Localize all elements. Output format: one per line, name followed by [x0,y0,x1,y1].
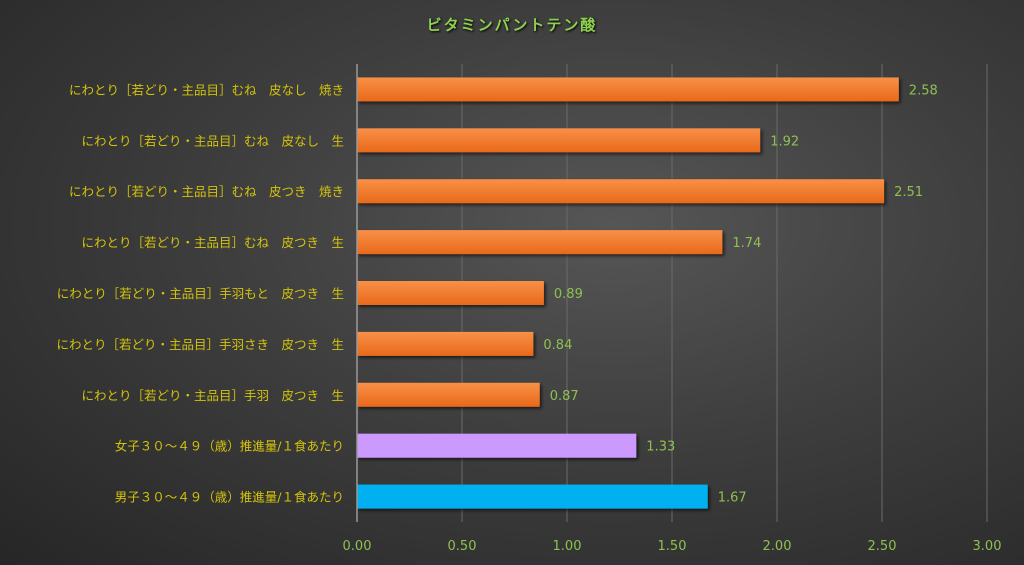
category-label: にわとり［若どり・主品目］むね 皮つき 焼き [69,184,344,199]
chart-title: ビタミンパントテン酸 [426,16,598,34]
x-tick-label: 2.50 [868,539,897,554]
bar [357,179,885,204]
category-label: にわとり［若どり・主品目］むね 皮なし 焼き [69,82,344,97]
x-tick-label: 1.50 [658,539,687,554]
category-label: にわとり［若どり・主品目］手羽さき 皮つき 生 [56,337,344,352]
bar [357,77,899,102]
data-label: 1.74 [732,236,761,251]
data-label: 0.89 [554,287,583,302]
data-label: 1.33 [646,440,675,455]
bar [357,281,544,305]
data-label: 2.58 [909,83,938,98]
category-label: 女子３０～４９（歳）推進量/１食あたり [115,439,344,454]
x-tick-label: 2.00 [763,539,792,554]
category-label: にわとり［若どり・主品目］手羽 皮つき 生 [81,388,344,403]
bar [357,382,540,407]
data-label: 1.67 [718,491,747,506]
x-tick-label: 0.50 [448,539,477,554]
category-label: にわとり［若どり・主品目］手羽もと 皮つき 生 [57,286,344,301]
bar [357,230,723,255]
x-tick-label: 0.00 [343,539,372,554]
x-tick-label: 1.00 [553,539,582,554]
category-label: にわとり［若どり・主品目］むね 皮つき 生 [81,235,344,250]
data-label: 1.92 [770,134,799,149]
data-label: 0.87 [550,389,579,404]
data-label: 2.51 [894,185,923,200]
bar [357,433,637,458]
x-tick-label: 3.00 [973,539,1002,554]
category-label: 男子３０～４９（歳）推進量/１食あたり [115,490,344,505]
bar [357,484,708,509]
bar [357,128,761,153]
data-label: 0.84 [543,338,572,353]
bar [357,331,534,356]
category-label: にわとり［若どり・主品目］むね 皮なし 生 [81,133,344,148]
